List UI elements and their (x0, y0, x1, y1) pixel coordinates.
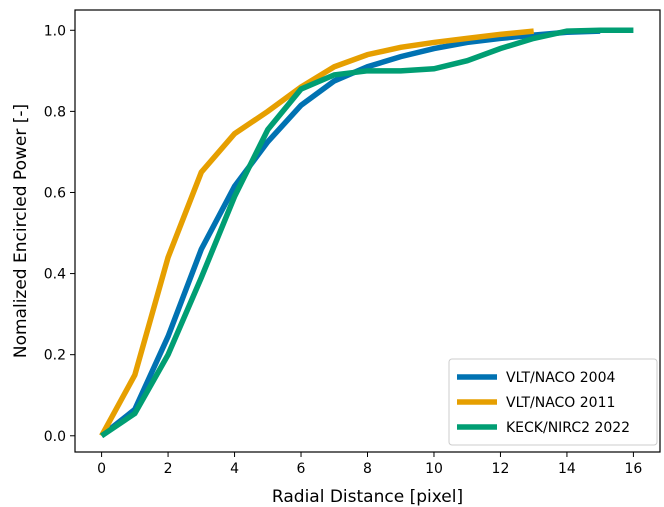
legend-box (448, 358, 658, 446)
y-tick-label: 0.8 (44, 104, 66, 120)
series-line-3 (100, 27, 634, 439)
x-axis-ticks: 0 2 4 6 8 10 12 14 16 (97, 452, 642, 477)
legend-label-3: KECK/NIRC2 2022 (506, 420, 630, 436)
y-tick-label: 0.0 (44, 429, 66, 445)
series-layer (99, 27, 634, 439)
series-line-2 (99, 28, 534, 438)
legend-label-2: VLT/NACO 2011 (506, 395, 615, 411)
x-tick-label: 14 (558, 461, 576, 477)
x-tick-label: 6 (297, 461, 306, 477)
x-axis-label: Radial Distance [pixel] (272, 487, 463, 507)
y-tick-label: 1.0 (44, 23, 66, 39)
y-axis-ticks: 0.0 0.2 0.4 0.6 0.8 1.0 (44, 23, 75, 445)
y-axis-label: Nomalized Encircled Power [-] (11, 104, 31, 358)
x-tick-label: 10 (425, 461, 443, 477)
legend: VLT/NACO 2004 VLT/NACO 2011 KECK/NIRC2 202… (448, 358, 658, 446)
x-tick-label: 16 (624, 461, 642, 477)
x-tick-label: 12 (492, 461, 510, 477)
legend-label-1: VLT/NACO 2004 (506, 370, 615, 386)
x-tick-label: 8 (363, 461, 372, 477)
x-tick-label: 0 (97, 461, 106, 477)
y-tick-label: 0.6 (44, 185, 66, 201)
y-tick-label: 0.2 (44, 348, 66, 364)
x-tick-label: 4 (230, 461, 239, 477)
x-tick-label: 2 (164, 461, 173, 477)
y-tick-label: 0.4 (44, 267, 66, 283)
legend-items: VLT/NACO 2004 VLT/NACO 2011 KECK/NIRC2 202… (457, 370, 630, 436)
